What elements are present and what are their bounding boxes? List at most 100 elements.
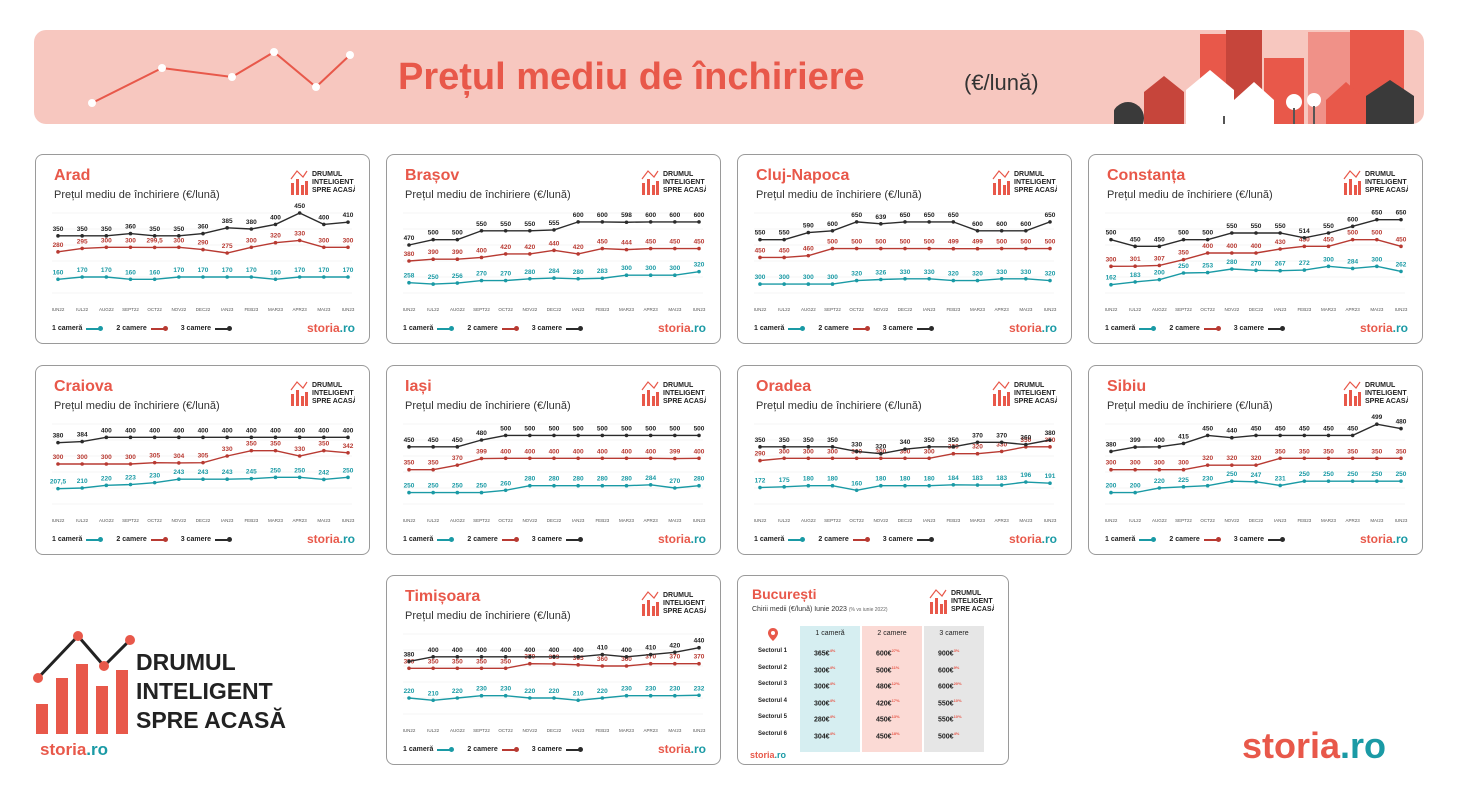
data-point (758, 282, 762, 286)
data-point (758, 445, 762, 449)
table-column: 1 cameră (800, 626, 860, 752)
x-tick-label: APR23 (995, 518, 1010, 523)
data-label: 330 (924, 269, 935, 276)
data-label: 180 (900, 476, 911, 483)
data-point (854, 246, 859, 251)
data-point (528, 661, 532, 666)
data-label: 250 (1347, 471, 1358, 478)
table-cell: 550€10% (938, 697, 962, 707)
data-point (879, 222, 883, 226)
data-label: 300 (1371, 256, 1382, 263)
chart-card-sibiu: Sibiu Prețul mediu de închiriere (€/lună)… (1088, 365, 1423, 555)
data-point (479, 655, 484, 659)
data-label: 370 (694, 654, 705, 661)
data-label: 191 (1045, 473, 1056, 480)
svg-text:INTELIGENT: INTELIGENT (312, 390, 354, 397)
page-title: Prețul mediu de închiriere (398, 56, 865, 98)
data-point (806, 445, 811, 449)
data-point (782, 485, 786, 489)
data-label: 350 (500, 658, 511, 665)
data-label: 330 (851, 441, 862, 448)
data-point (479, 666, 484, 671)
legend-swatch (1268, 325, 1286, 331)
data-label: 450 (294, 203, 305, 210)
data-label: 420 (500, 244, 511, 251)
data-label: 210 (77, 478, 88, 485)
legend-item: 2 camere (467, 536, 519, 543)
svg-text:SPRE ACASĂ: SPRE ACASĂ (1365, 185, 1408, 194)
data-point (1375, 456, 1379, 461)
x-tick-label: IUN23 (1395, 307, 1408, 312)
data-label: 350 (755, 437, 766, 444)
data-label: 183 (996, 475, 1007, 482)
storia-logo-large[interactable]: storia.ro (1242, 725, 1387, 766)
drumul-inteligent-logo-icon (33, 631, 135, 734)
bucuresti-title: București (752, 586, 817, 602)
data-point (1157, 486, 1162, 490)
data-point (1350, 479, 1355, 483)
data-label: 320 (1226, 455, 1237, 462)
data-label: 300 (621, 265, 632, 272)
data-point (576, 252, 580, 256)
legend-item: 2 camere (467, 325, 519, 332)
svg-text:DRUMUL: DRUMUL (663, 171, 694, 178)
data-label: 300 (1130, 460, 1141, 467)
data-point (177, 245, 181, 250)
table-cell: 500€4% (938, 730, 960, 740)
data-label: 200 (1130, 483, 1141, 490)
data-point (1375, 264, 1379, 269)
x-tick-label: APR23 (1346, 307, 1361, 312)
data-label: 450 (1154, 236, 1165, 243)
data-label: 196 (1020, 472, 1031, 479)
data-label: 350 (270, 441, 281, 448)
x-tick-label: DEC22 (196, 518, 211, 523)
data-label: 350 (476, 658, 487, 665)
data-label: 500 (1178, 230, 1189, 237)
data-label: 500 (1020, 239, 1031, 246)
data-label: 250 (428, 483, 439, 490)
x-tick-label: AUG22 (801, 307, 816, 312)
data-point (975, 246, 980, 251)
data-label: 600 (573, 212, 584, 219)
data-point (673, 650, 677, 655)
data-point (177, 435, 181, 440)
data-point (1048, 220, 1052, 224)
x-tick-label: APR23 (293, 518, 308, 523)
data-label: 390 (428, 249, 439, 256)
data-label: 250 (1299, 471, 1310, 478)
data-point (273, 448, 278, 453)
data-label: 500 (549, 425, 560, 432)
data-point (600, 220, 605, 224)
data-point (528, 433, 532, 438)
data-label: 460 (803, 246, 814, 253)
data-label: 225 (1178, 477, 1189, 484)
bucuresti-table-card: București Chirii medii (€/lună) Iunie 20… (737, 575, 1009, 765)
data-point (830, 282, 835, 286)
data-point (1205, 483, 1210, 488)
data-label: 350 (1178, 250, 1189, 257)
data-label: 300 (875, 448, 886, 455)
data-label: 590 (803, 223, 814, 230)
legend-item: 1 cameră (52, 325, 104, 332)
x-tick-label: DEC22 (547, 307, 562, 312)
data-label: 280 (53, 242, 64, 249)
data-label: 360 (621, 656, 632, 663)
x-tick-label: IAN23 (221, 307, 234, 312)
data-point (697, 246, 701, 251)
svg-text:DRUMUL: DRUMUL (663, 592, 694, 599)
data-point (1326, 244, 1331, 249)
data-label: 550 (476, 221, 487, 228)
svg-text:DRUMUL: DRUMUL (951, 590, 982, 597)
data-point (455, 445, 460, 449)
data-point (697, 661, 701, 666)
data-point (1181, 467, 1186, 472)
data-label: 380 (53, 433, 64, 440)
data-label: 370 (972, 432, 983, 439)
data-point (903, 447, 907, 451)
table-cell: 300€4% (814, 697, 836, 707)
table-cell: 500€11% (876, 664, 900, 674)
data-point (830, 228, 835, 233)
data-point (177, 275, 181, 279)
x-tick-label: FEB23 (946, 518, 960, 523)
data-label: 370 (452, 455, 463, 462)
